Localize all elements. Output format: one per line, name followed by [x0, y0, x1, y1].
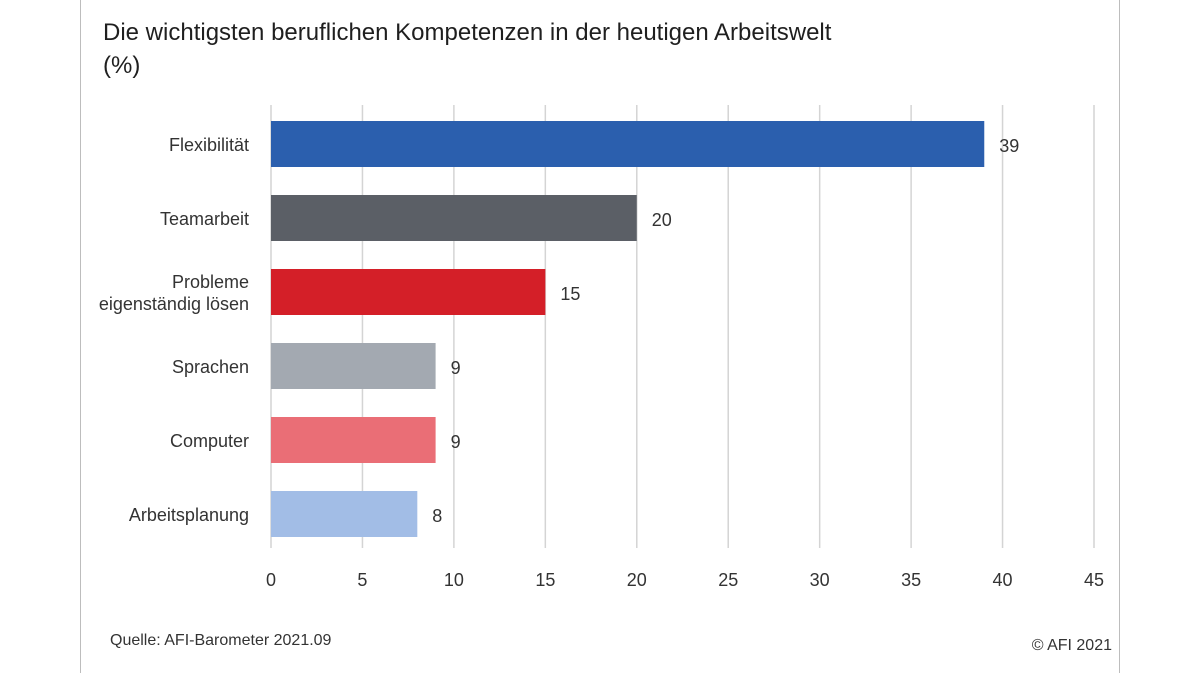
- bar: [271, 343, 436, 389]
- chart-title: Die wichtigsten beruflichen Kompetenzen …: [103, 16, 831, 82]
- value-label: 15: [560, 284, 580, 304]
- x-tick-label: 15: [535, 570, 555, 590]
- bar: [271, 269, 546, 315]
- x-tick-label: 45: [1084, 570, 1104, 590]
- category-label: Flexibilität: [169, 135, 249, 155]
- category-label: Arbeitsplanung: [129, 505, 249, 525]
- chart-title-line1: Die wichtigsten beruflichen Kompetenzen …: [103, 19, 832, 46]
- value-label: 9: [451, 432, 461, 452]
- category-label: Probleme eigenständig lösen: [99, 272, 249, 314]
- x-tick-label: 35: [901, 570, 921, 590]
- category-labels: Flexibilität Teamarbeit Probleme eigenständ…: [99, 135, 249, 525]
- value-label: 8: [432, 506, 442, 526]
- x-tick-label: 0: [266, 570, 276, 590]
- gridlines: [270, 105, 1095, 548]
- value-label: 39: [999, 136, 1019, 156]
- category-label: Computer: [170, 431, 249, 451]
- value-labels: 39 20 15 9 9 8: [432, 136, 1019, 526]
- category-label: Sprachen: [172, 357, 249, 377]
- bar: [271, 491, 418, 537]
- x-tick-label: 5: [357, 570, 367, 590]
- x-tick-label: 30: [810, 570, 830, 590]
- copyright-note: © AFI 2021: [1031, 637, 1112, 654]
- x-tick-label: 40: [993, 570, 1013, 590]
- bar: [271, 121, 985, 167]
- chart-title-line2: (%): [103, 52, 141, 79]
- x-tick-label: 10: [444, 570, 464, 590]
- bar: [271, 417, 436, 463]
- x-tick-label: 25: [718, 570, 738, 590]
- bar: [271, 195, 637, 241]
- chart-frame: [80, 0, 1120, 673]
- value-label: 20: [652, 210, 672, 230]
- x-tick-labels: 0 5 10 15 20 25 30 35 40 45: [266, 570, 1104, 590]
- value-label: 9: [451, 358, 461, 378]
- category-label: Teamarbeit: [160, 209, 249, 229]
- bars: [271, 121, 985, 537]
- x-tick-label: 20: [627, 570, 647, 590]
- source-note: Quelle: AFI-Barometer 2021.09: [110, 632, 332, 649]
